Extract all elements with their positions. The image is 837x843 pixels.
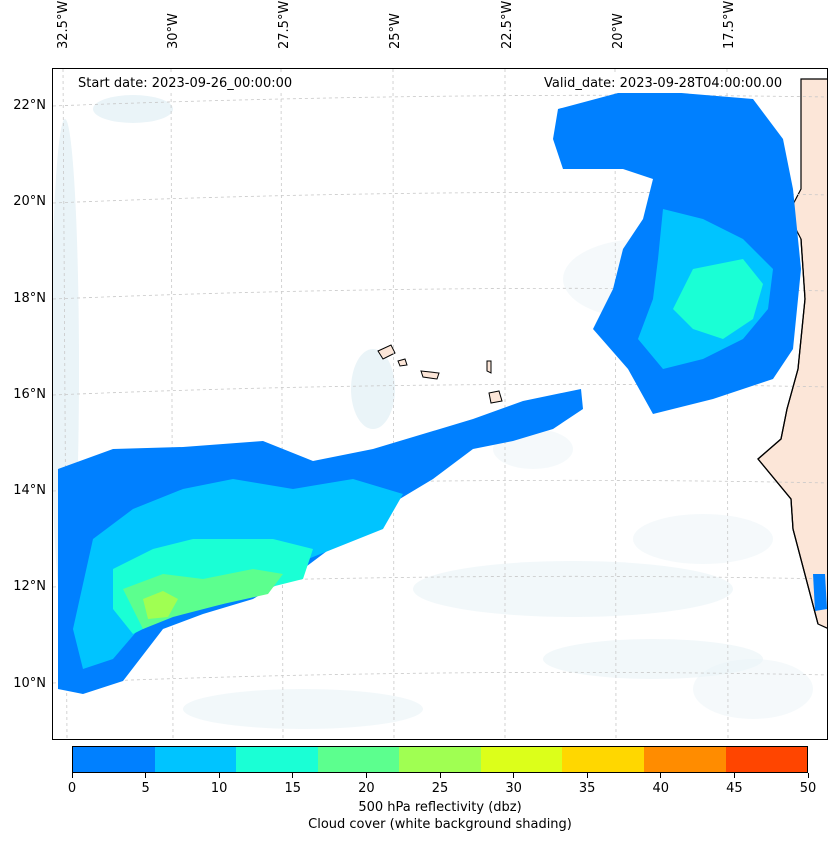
colorbar-tick-label: 35 [578,781,596,796]
lon-label-25w: 25°W [388,13,403,49]
cape-verde-boa-vista [488,390,503,404]
colorbar-tick-label: 0 [67,781,77,796]
colorbar-tick-label: 30 [505,781,522,796]
lon-label-30w: 30°W [166,13,181,49]
colorbar-tick [218,773,220,778]
colorbar-swatch [562,747,644,772]
lat-label-16n: 16°N [13,387,46,402]
colorbar-tick-label: 15 [284,781,302,796]
lon-label-32-5w: 32.5°W [56,0,71,49]
colorbar-tick [513,773,515,778]
colorbar-tick-label: 25 [431,781,449,796]
lat-label-12n: 12°N [13,579,46,594]
colorbar-tick [586,773,588,778]
colorbar-tick-label: 50 [799,781,817,796]
colorbar [72,746,808,773]
lat-label-22n: 22°N [13,98,46,113]
colorbar-swatch [725,747,808,772]
start-date-label: Start date: 2023-09-26_00:00:00 [74,75,297,93]
lon-label-27-5w: 27.5°W [277,0,292,49]
colorbar-title: 500 hPa reflectivity (dbz) [358,800,522,815]
coastline [757,238,819,625]
reflectivity-band-25-30 [143,591,178,619]
reflectivity-band-15-20-north [673,259,763,339]
lon-label-17-5w: 17.5°W [722,0,737,49]
colorbar-tick [145,773,147,778]
colorbar-tick-label: 40 [652,781,670,796]
cape-verde-santo-antao [377,344,396,360]
colorbar-swatch [73,747,155,772]
map-panel [52,68,828,740]
cape-verde-sao-vicente [397,358,408,367]
colorbar-tick [365,773,367,778]
cape-verde-sal [486,360,492,374]
lat-label-14n: 14°N [13,483,46,498]
colorbar-swatch [643,747,726,772]
colorbar-swatch [317,747,400,772]
reflectivity-band-0-10-south [813,574,827,611]
colorbar-subtitle: Cloud cover (white background shading) [308,817,572,832]
lat-label-18n: 18°N [13,291,46,306]
lon-label-22-5w: 22.5°W [500,0,515,49]
map-canvas [53,69,827,739]
reflectivity-band [58,89,827,694]
lon-label-20w: 20°W [611,13,626,49]
colorbar-tick [660,773,662,778]
colorbar-tick [733,773,735,778]
colorbar-tick-label: 45 [726,781,743,796]
valid-date-label: Valid_date: 2023-09-28T04:00:00.00 [540,75,787,93]
colorbar-tick-label: 20 [358,781,375,796]
colorbar-tick-label: 5 [141,781,150,796]
colorbar-swatch [154,747,237,772]
colorbar-swatch [399,747,481,772]
colorbar-tick [71,773,73,778]
colorbar-tick-label: 10 [210,781,228,796]
colorbar-tick [292,773,294,778]
lat-label-20n: 20°N [13,194,46,209]
colorbar-tick [439,773,441,778]
cape-verde-sao-nicolau [420,370,440,380]
colorbar-tick [807,773,809,778]
colorbar-swatch [480,747,563,772]
lat-label-10n: 10°N [13,676,46,691]
colorbar-swatch [236,747,318,772]
